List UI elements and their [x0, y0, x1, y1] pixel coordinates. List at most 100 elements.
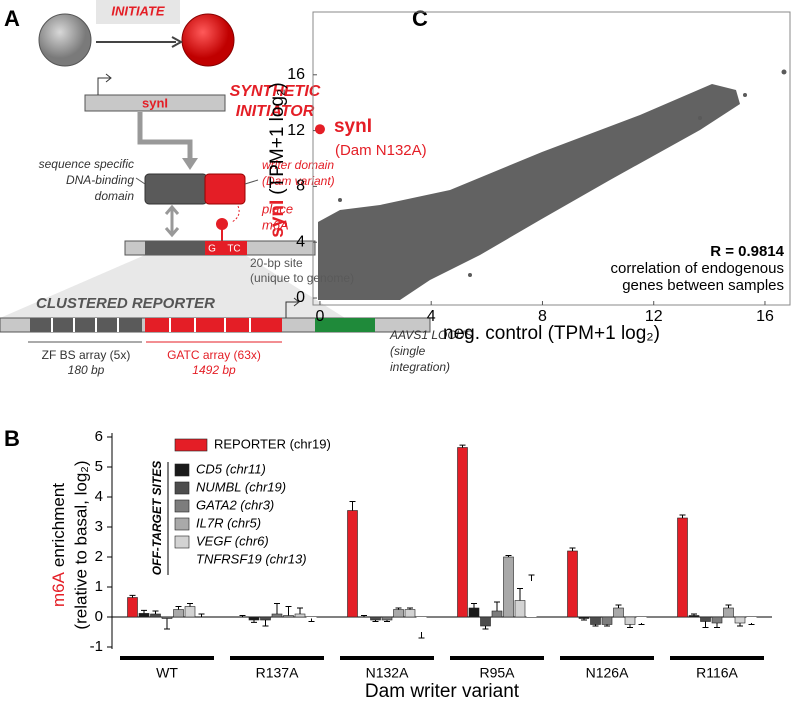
point-label: synI [334, 116, 372, 137]
x-tick-label: 12 [645, 308, 663, 325]
bar [457, 447, 468, 618]
bar [393, 609, 404, 618]
bar [271, 613, 283, 618]
zf-length: 180 bp [68, 363, 105, 377]
error-bar [384, 620, 390, 622]
error-bar [517, 588, 523, 601]
error-bar [482, 626, 489, 630]
y-tick-label: 8 [296, 178, 305, 195]
error-bar [251, 620, 257, 623]
y-tick-label: 16 [287, 66, 305, 83]
error-bar [361, 615, 367, 617]
y-label: m6A enrichment [49, 483, 68, 607]
bar [468, 607, 480, 618]
dbd-label: DNA-binding [66, 173, 134, 187]
locus-label: integration) [390, 360, 450, 374]
bar [700, 616, 711, 622]
bar [294, 613, 306, 618]
bar [150, 613, 161, 618]
active-state [181, 13, 235, 67]
error-bar [679, 514, 686, 518]
error-bar [494, 601, 500, 611]
error-bar [274, 603, 280, 614]
bar [370, 616, 381, 621]
gene [84, 94, 226, 112]
x-tick-label: 16 [756, 308, 774, 325]
legend-label: IL7R (chr5) [196, 515, 261, 530]
legend-swatch [174, 535, 190, 549]
error-bar [459, 444, 466, 448]
y-tick-label: 0 [95, 608, 103, 625]
bar [184, 606, 196, 618]
bar [381, 616, 393, 621]
zf-label: ZF BS array (5x) [42, 348, 131, 362]
legend-label: TNFRSF19 (chr13) [196, 551, 307, 566]
x-tick-label: 8 [538, 308, 547, 325]
bar [590, 616, 601, 625]
bar [578, 616, 590, 619]
bar [636, 617, 647, 623]
y-tick-label: 4 [296, 233, 305, 250]
legend-swatch [174, 499, 190, 513]
bar [138, 613, 150, 618]
legend-label: REPORTER (chr19) [214, 436, 331, 451]
error-bar [297, 607, 303, 614]
writer-label: (Dam variant) [262, 174, 335, 188]
error-bar [285, 606, 292, 616]
y-tick-label: 5 [95, 458, 103, 475]
gatc-label: GATC array (63x) [167, 348, 261, 362]
dna-binding-domain [144, 173, 208, 205]
error-bar [737, 623, 743, 627]
x-label: Dam writer variant [365, 681, 520, 702]
error-bar [505, 555, 512, 557]
base-label: G [208, 244, 216, 255]
y-label-text: (TPM+1 log₂) [267, 82, 288, 194]
error-bar [239, 615, 246, 617]
site-label: 20-bp site [250, 256, 303, 270]
title: SYNTHETIC [230, 83, 321, 100]
y-tick-label: 1 [95, 578, 103, 595]
error-bar [407, 607, 413, 610]
bar [347, 510, 358, 618]
bar [173, 609, 184, 618]
y-label-sub: (relative to basal, log₂) [71, 460, 90, 629]
error-bar [627, 624, 633, 628]
y-tick-label: 2 [95, 548, 103, 565]
cloud [318, 84, 740, 300]
bar [480, 616, 491, 627]
legend-label: NUMBL (chr19) [196, 479, 286, 494]
label-box [96, 0, 180, 24]
legend-label: GATA2 (chr3) [196, 497, 274, 512]
bar [491, 610, 503, 618]
y-tick-label: -1 [90, 638, 103, 655]
panel-letter: A [4, 6, 20, 31]
error-bar [748, 623, 755, 625]
leader [244, 179, 259, 185]
arrow [137, 112, 193, 160]
writer-domain [204, 173, 246, 205]
outlier [698, 116, 702, 120]
bar [526, 581, 537, 617]
y-label-text: enrichment [49, 483, 68, 567]
y-tick-label: 12 [287, 122, 305, 139]
base-label: TC [227, 244, 240, 255]
error-bar [592, 624, 599, 627]
error-bar [714, 623, 720, 628]
bar [248, 616, 260, 621]
error-bar [581, 618, 587, 621]
error-bar [702, 621, 709, 628]
bar [503, 556, 514, 618]
bar [601, 616, 613, 625]
legend-swatch [174, 481, 190, 495]
panel-letter: C [412, 6, 428, 31]
bar [613, 607, 624, 618]
title: INITIATOR [236, 103, 315, 120]
error-bar [164, 618, 170, 630]
bar [677, 517, 688, 618]
zoom-wedge [0, 255, 345, 318]
initiate-label: INITIATE [111, 3, 165, 18]
bar [260, 616, 271, 621]
arrow-head [182, 158, 198, 170]
x-label: neg. control (TPM+1 log₂) [443, 323, 660, 344]
error-bar [638, 623, 645, 625]
